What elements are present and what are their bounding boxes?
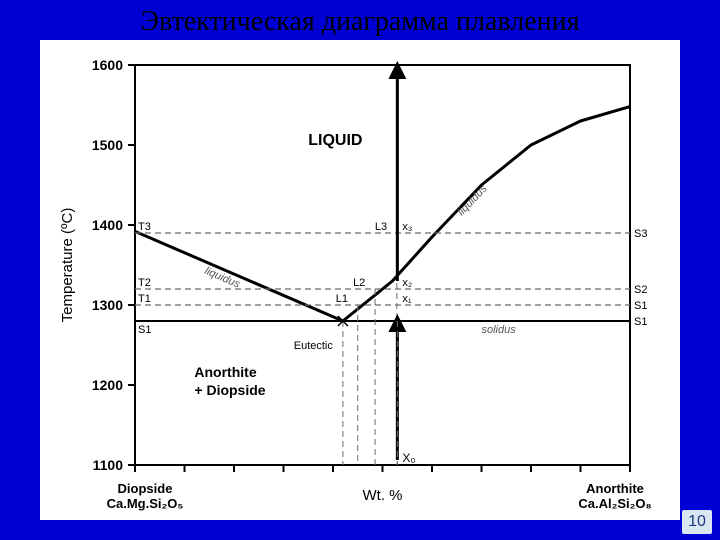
svg-text:L1: L1 [336, 293, 348, 305]
svg-text:liquidus: liquidus [455, 182, 490, 218]
svg-text:Ca.Mg.Si₂O₅: Ca.Mg.Si₂O₅ [107, 496, 184, 511]
svg-text:x₃: x₃ [402, 221, 412, 233]
svg-text:1100: 1100 [93, 457, 124, 473]
svg-text:Anorthite: Anorthite [194, 364, 256, 380]
svg-text:S2: S2 [634, 284, 647, 296]
svg-text:1200: 1200 [92, 377, 123, 393]
svg-text:Ca.Al₂Si₂O₈: Ca.Al₂Si₂O₈ [578, 496, 651, 511]
svg-text:1600: 1600 [92, 57, 123, 73]
svg-text:x₂: x₂ [402, 277, 412, 289]
svg-text:S1: S1 [634, 316, 647, 328]
svg-text:1400: 1400 [92, 217, 123, 233]
svg-text:1500: 1500 [92, 137, 123, 153]
svg-text:L2: L2 [353, 277, 365, 289]
svg-text:L3: L3 [375, 221, 387, 233]
svg-text:T1: T1 [138, 293, 151, 305]
slide: Эвтектическая диаграмма плавления 1100 12… [0, 0, 720, 540]
svg-text:Eutectic: Eutectic [294, 340, 334, 352]
svg-text:X₀: X₀ [402, 451, 415, 465]
svg-text:solidus: solidus [482, 324, 517, 336]
svg-text:Diopside: Diopside [118, 481, 173, 496]
svg-text:x₁: x₁ [402, 293, 412, 305]
chart-svg: 1100 1200 1300 1400 1500 1600 Temperature (ºC)… [40, 40, 680, 520]
svg-text:T2: T2 [138, 277, 151, 289]
svg-text:Wt. %: Wt. % [363, 487, 403, 504]
svg-text:Temperature (ºC): Temperature (ºC) [59, 208, 76, 323]
svg-text:T3: T3 [138, 221, 151, 233]
svg-text:S1: S1 [634, 300, 647, 312]
svg-text:Anorthite: Anorthite [586, 481, 644, 496]
page-number-badge: 10 [682, 510, 712, 534]
svg-text:S1: S1 [138, 324, 151, 336]
svg-text:S3: S3 [634, 228, 647, 240]
slide-title: Эвтектическая диаграмма плавления [0, 6, 720, 38]
svg-text:1300: 1300 [92, 297, 123, 313]
phase-diagram-figure: 1100 1200 1300 1400 1500 1600 Temperature (ºC)… [40, 40, 680, 520]
svg-text:LIQUID: LIQUID [308, 132, 362, 149]
svg-text:+ Diopside: + Diopside [194, 382, 265, 398]
